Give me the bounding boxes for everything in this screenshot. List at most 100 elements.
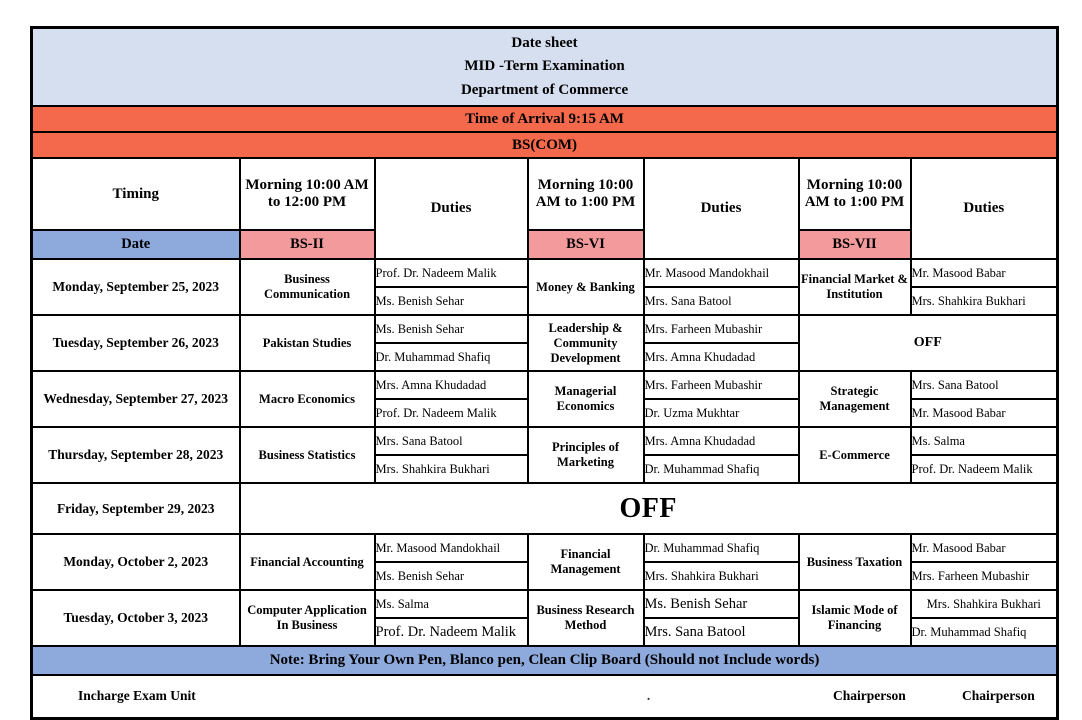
subject-cell: Business Research Method bbox=[526, 589, 645, 647]
table-row: Prof. Dr. Nadeem Malik Mrs. Sana Batool … bbox=[32, 617, 1059, 647]
date-cell: Thursday, September 28, 2023 bbox=[30, 426, 241, 484]
col-header-date: Date bbox=[30, 229, 241, 260]
subject-cell: Financial Management bbox=[526, 533, 645, 591]
col-header-bs6: BS-VI bbox=[526, 229, 645, 260]
date-cell: Monday, September 25, 2023 bbox=[30, 258, 241, 316]
note-row: Note: Bring Your Own Pen, Blanco pen, Cl… bbox=[30, 645, 1059, 676]
duty-cell: Prof. Dr. Nadeem Malik bbox=[373, 258, 529, 288]
duty-cell: Dr. Uzma Mukhtar bbox=[642, 398, 800, 428]
duty-cell: Ms. Benish Sehar bbox=[642, 589, 800, 619]
duty-cell: Dr. Muhammad Shafiq bbox=[373, 342, 529, 372]
chairperson-label-1: Chairperson bbox=[833, 688, 906, 703]
col-header-bs2-time: Morning 10:00 AM to 12:00 PM bbox=[238, 157, 376, 231]
incharge-exam-unit-label: Incharge Exam Unit bbox=[78, 688, 196, 703]
subject-cell: Business Communication bbox=[238, 258, 376, 316]
duty-cell: Prof. Dr. Nadeem Malik bbox=[909, 454, 1059, 484]
note-banner: Note: Bring Your Own Pen, Blanco pen, Cl… bbox=[30, 645, 1059, 676]
subject-cell: Principles of Marketing bbox=[526, 426, 645, 484]
duty-cell: Mr. Masood Babar bbox=[909, 533, 1059, 563]
date-cell: Tuesday, October 3, 2023 bbox=[30, 589, 241, 647]
footer-mark: . bbox=[646, 688, 651, 703]
subject-cell: Business Taxation bbox=[797, 533, 912, 591]
subject-cell: Macro Economics bbox=[238, 370, 376, 428]
table-row: Monday, September 25, 2023 Business Comm… bbox=[30, 258, 1059, 316]
table-row: Wednesday, September 27, 2023 Macro Econ… bbox=[30, 370, 1059, 428]
col-header-bs6-time: Morning 10:00 AM to 1:00 PM bbox=[526, 157, 645, 231]
off-cell: OFF bbox=[797, 314, 1059, 372]
subject-cell: Strategic Management bbox=[797, 370, 912, 428]
subject-cell: Leadership & Community Development bbox=[526, 314, 645, 372]
date-cell: Friday, September 29, 2023 bbox=[30, 482, 241, 535]
col-header-duties-3: Duties bbox=[909, 157, 1059, 260]
subject-cell: Computer Application In Business bbox=[238, 589, 376, 647]
signature-cell: Incharge Exam Unit . Chairperson Chairpe… bbox=[30, 674, 1059, 720]
duty-cell: Mrs. Shahkira Bukhari bbox=[642, 561, 800, 591]
duty-cell: Dr. Muhammad Shafiq bbox=[642, 454, 800, 484]
table-row: Monday, October 2, 2023 Financial Accoun… bbox=[30, 533, 1059, 591]
col-header-bs7: BS-VII bbox=[797, 229, 912, 260]
duty-cell: Mr. Masood Mandokhail bbox=[642, 258, 800, 288]
duty-cell: Mrs. Shahkira Bukhari bbox=[373, 454, 529, 484]
subject-cell: Islamic Mode of Financing bbox=[797, 589, 912, 647]
duty-cell: Mrs. Sana Batool bbox=[642, 286, 800, 316]
duty-cell: Mr. Masood Babar bbox=[909, 258, 1059, 288]
subject-cell: Money & Banking bbox=[526, 258, 645, 316]
duty-cell: Mrs. Sana Batool bbox=[909, 370, 1059, 400]
duty-cell: Prof. Dr. Nadeem Malik bbox=[373, 398, 529, 428]
sheet-header: Date sheet MID -Term Examination Departm… bbox=[30, 26, 1059, 107]
duty-cell: Mrs. Amna Khudadad bbox=[642, 342, 800, 372]
col-header-duties-2: Duties bbox=[642, 157, 800, 260]
arrival-row: Time of Arrival 9:15 AM bbox=[30, 105, 1059, 133]
subject-cell: Managerial Economics bbox=[526, 370, 645, 428]
duty-cell: Mrs. Sana Batool bbox=[373, 426, 529, 456]
duty-cell: Mrs. Amna Khudadad bbox=[373, 370, 529, 400]
duty-cell: Ms. Benish Sehar bbox=[373, 286, 529, 316]
duty-cell: Mr. Masood Babar bbox=[909, 398, 1059, 428]
subject-cell: Financial Market & Institution bbox=[797, 258, 912, 316]
off-day-cell: OFF bbox=[238, 482, 1059, 535]
program-row: BS(COM) bbox=[30, 131, 1059, 159]
date-cell: Tuesday, September 26, 2023 bbox=[30, 314, 241, 372]
program-band: BS(COM) bbox=[30, 131, 1059, 159]
chairperson-label-2: Chairperson bbox=[961, 688, 1035, 703]
duty-cell: Ms. Benish Sehar bbox=[373, 561, 529, 591]
subject-cell: E-Commerce bbox=[797, 426, 912, 484]
col-header-bs7-time: Morning 10:00 AM to 1:00 PM bbox=[797, 157, 912, 231]
duty-cell: Mrs. Amna Khudadad bbox=[642, 426, 800, 456]
duty-cell: Mrs. Farheen Mubashir bbox=[909, 561, 1059, 591]
subject-cell: Financial Accounting bbox=[238, 533, 376, 591]
table-row: Tuesday, September 26, 2023 Pakistan Stu… bbox=[30, 314, 1059, 372]
table-row: Ms. Benish Sehar Mrs. Sana Batool Mrs. S… bbox=[32, 286, 1059, 316]
table-row: Mrs. Shahkira Bukhari Dr. Muhammad Shafi… bbox=[32, 454, 1059, 484]
duty-cell: Mrs. Shahkira Bukhari bbox=[909, 589, 1059, 619]
subject-cell: Business Statistics bbox=[238, 426, 376, 484]
sheet-department: Department of Commerce bbox=[460, 81, 629, 98]
sheet-subtitle: MID -Term Examination bbox=[464, 58, 625, 75]
duty-cell: Mrs. Farheen Mubashir bbox=[642, 314, 800, 344]
duty-cell: Mrs. Shahkira Bukhari bbox=[909, 286, 1059, 316]
class-label-row: Date BS-II BS-VI BS-VII bbox=[30, 229, 1058, 260]
sheet-title: Date sheet bbox=[511, 35, 578, 52]
table-row: Tuesday, October 3, 2023 Computer Applic… bbox=[30, 589, 1059, 647]
duty-cell: Ms. Salma bbox=[909, 426, 1059, 456]
duty-cell: Dr. Muhammad Shafiq bbox=[909, 617, 1059, 647]
col-header-bs2: BS-II bbox=[238, 229, 376, 260]
col-header-duties-1: Duties bbox=[373, 157, 529, 260]
duty-cell: Mr. Masood Mandokhail bbox=[373, 533, 529, 563]
title-row: Date sheet MID -Term Examination Departm… bbox=[30, 26, 1059, 107]
subject-cell: Pakistan Studies bbox=[238, 314, 376, 372]
date-cell: Monday, October 2, 2023 bbox=[30, 533, 241, 591]
table-row: Thursday, September 28, 2023 Business St… bbox=[30, 426, 1059, 484]
date-cell: Wednesday, September 27, 2023 bbox=[30, 370, 241, 428]
duty-cell: Prof. Dr. Nadeem Malik bbox=[373, 617, 529, 647]
table-row: Friday, September 29, 2023 OFF bbox=[30, 482, 1059, 535]
duty-cell: Ms. Benish Sehar bbox=[373, 314, 529, 344]
date-sheet-table: Date sheet MID -Term Examination Departm… bbox=[30, 26, 1060, 720]
col-header-timing: Timing bbox=[30, 157, 241, 231]
duty-cell: Mrs. Sana Batool bbox=[642, 617, 800, 647]
duty-cell: Dr. Muhammad Shafiq bbox=[642, 533, 800, 563]
duty-cell: Ms. Salma bbox=[373, 589, 529, 619]
table-row: Ms. Benish Sehar Mrs. Shahkira Bukhari M… bbox=[32, 561, 1059, 591]
column-header-row: Timing Morning 10:00 AM to 12:00 PM Duti… bbox=[30, 157, 1059, 260]
